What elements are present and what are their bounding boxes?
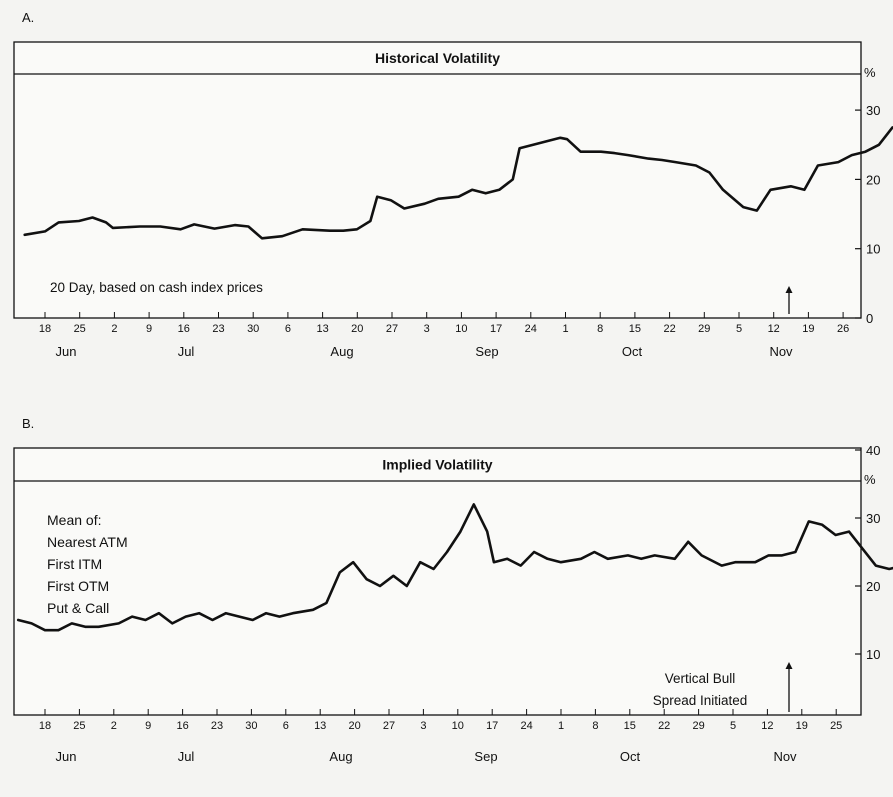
x-tick-label: 22 [663,323,675,335]
y-tick-label: 20 [866,579,880,594]
panel-label: A. [22,10,34,25]
marker-arrow-head [785,662,793,669]
x-tick-label: 18 [39,720,51,732]
x-tick-label: 8 [597,323,603,335]
legend-text-line: First ITM [47,556,102,572]
month-label: Jul [178,344,195,359]
x-tick-label: 10 [455,323,467,335]
chart-frame [13,447,862,716]
chart-annotation: Spread Initiated [653,693,748,708]
x-tick-label: 24 [525,323,537,335]
x-tick-label: 24 [520,720,532,732]
x-tick-label: 23 [212,323,224,335]
x-tick-label: 16 [178,323,190,335]
x-tick-label: 30 [245,720,257,732]
x-tick-label: 17 [486,720,498,732]
x-tick-label: 2 [111,720,117,732]
x-tick-label: 13 [314,720,326,732]
x-tick-label: 15 [629,323,641,335]
y-unit-label: % [864,472,876,487]
y-tick-label: 30 [866,511,880,526]
x-tick-label: 15 [624,720,636,732]
x-tick-label: 25 [73,720,85,732]
month-label: Oct [620,749,641,764]
x-tick-label: 22 [658,720,670,732]
month-label: Jun [56,749,77,764]
x-tick-label: 26 [837,323,849,335]
x-tick-label: 18 [39,323,51,335]
x-tick-label: 5 [736,323,742,335]
x-tick-label: 27 [383,720,395,732]
x-tick-label: 12 [768,323,780,335]
y-tick-label: 10 [866,242,880,257]
x-tick-label: 1 [562,323,568,335]
volatility-line [23,126,893,240]
chart-annotation: Vertical Bull [665,671,736,686]
x-tick-label: 12 [761,720,773,732]
x-tick-label: 20 [351,323,363,335]
y-tick-label: 30 [866,103,880,118]
legend-text-line: Nearest ATM [47,534,128,550]
legend-text-line: First OTM [47,578,109,594]
chart-title: Historical Volatility [375,50,500,66]
x-tick-label: 5 [730,720,736,732]
month-label: Jul [178,749,195,764]
chart-frame [13,41,862,319]
chart-title: Implied Volatility [382,457,492,473]
month-label: Nov [773,749,797,764]
x-tick-label: 3 [420,720,426,732]
y-tick-label: 0 [866,311,873,326]
x-tick-label: 30 [247,323,259,335]
x-tick-label: 19 [802,323,814,335]
marker-arrow-head [785,286,793,293]
x-tick-label: 10 [452,720,464,732]
month-label: Aug [330,344,353,359]
x-tick-label: 2 [111,323,117,335]
x-tick-label: 17 [490,323,502,335]
x-tick-label: 9 [146,323,152,335]
y-tick-label: 20 [866,172,880,187]
month-label: Aug [329,749,352,764]
month-label: Oct [622,344,643,359]
x-tick-label: 6 [283,720,289,732]
x-tick-label: 16 [176,720,188,732]
legend-text-line: Put & Call [47,600,109,616]
x-tick-label: 20 [348,720,360,732]
chart-annotation: 20 Day, based on cash index prices [50,280,263,295]
x-tick-label: 9 [145,720,151,732]
y-unit-label: % [864,65,876,80]
y-tick-label: 40 [866,443,880,458]
x-tick-label: 29 [692,720,704,732]
x-tick-label: 27 [386,323,398,335]
x-tick-label: 6 [285,323,291,335]
y-tick-label: 10 [866,647,880,662]
x-tick-label: 3 [424,323,430,335]
x-tick-label: 29 [698,323,710,335]
x-tick-label: 23 [211,720,223,732]
x-tick-label: 8 [592,720,598,732]
month-label: Nov [769,344,793,359]
month-label: Jun [56,344,77,359]
month-label: Sep [474,749,497,764]
legend-text-line: Mean of: [47,512,101,528]
month-label: Sep [475,344,498,359]
volatility-line [16,503,893,632]
x-tick-label: 13 [316,323,328,335]
panel-label: B. [22,416,34,431]
x-tick-label: 25 [830,720,842,732]
x-tick-label: 25 [74,323,86,335]
x-tick-label: 1 [558,720,564,732]
x-tick-label: 19 [796,720,808,732]
